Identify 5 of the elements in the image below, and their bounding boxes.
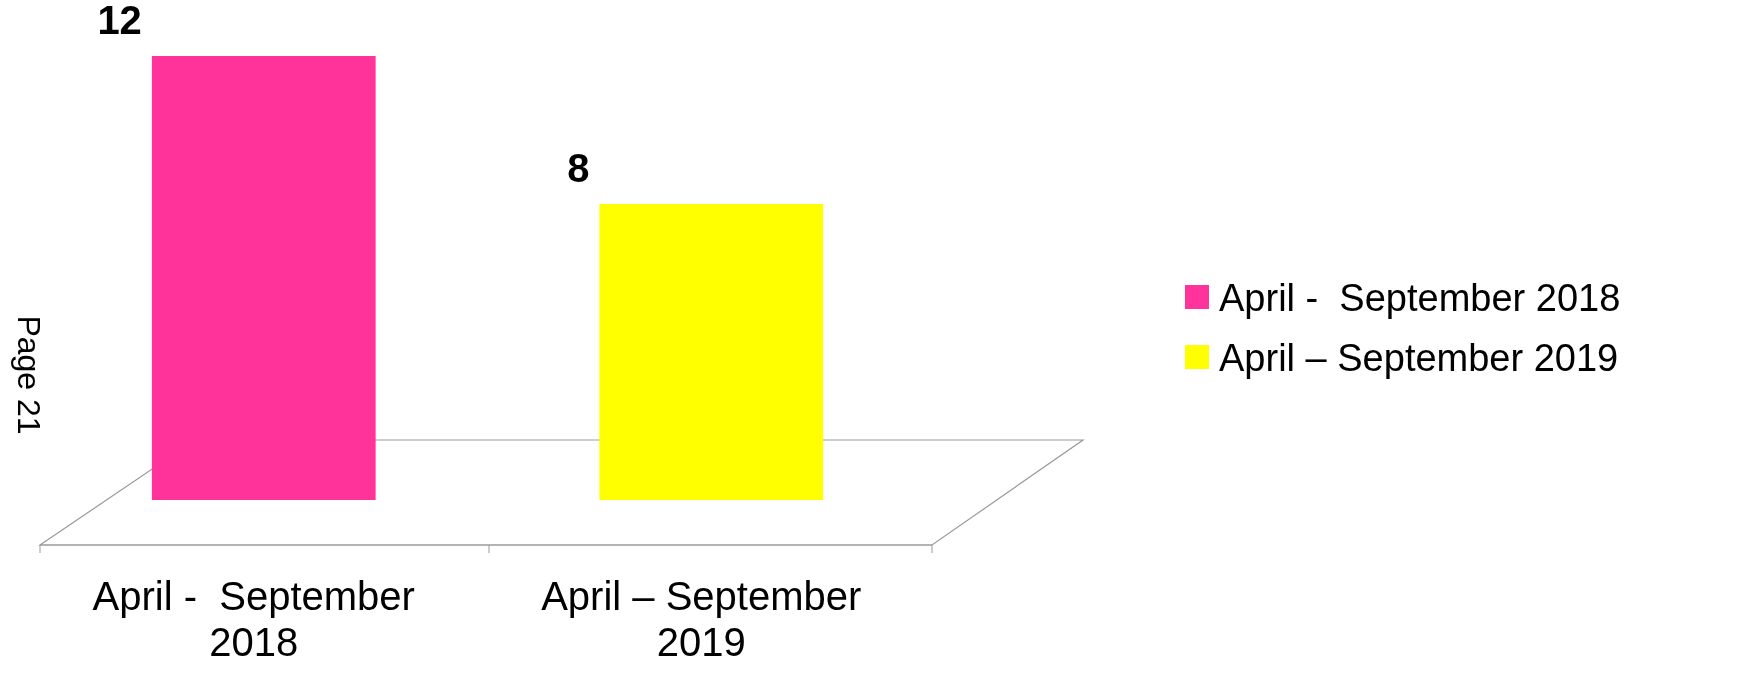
legend-label: April - September 2018 (1219, 277, 1621, 319)
legend-label: April – September 2019 (1219, 337, 1619, 379)
data-label: 8 (567, 146, 590, 190)
annotation: Page 21 (11, 315, 47, 435)
data-label: 12 (97, 0, 142, 42)
